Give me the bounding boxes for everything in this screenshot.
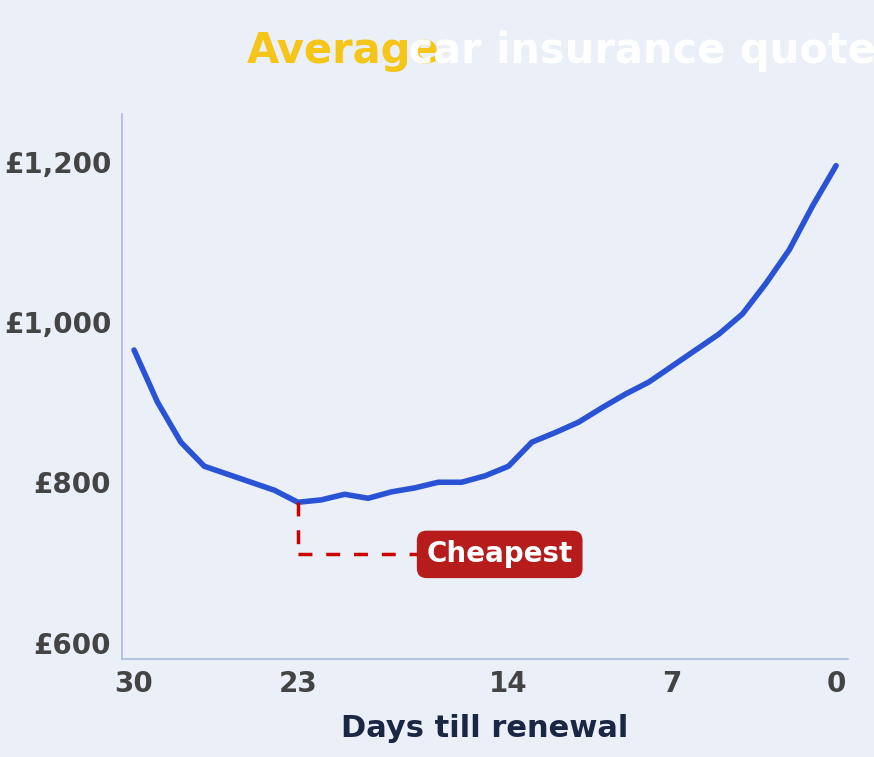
Text: car insurance quotes: car insurance quotes	[394, 30, 874, 72]
Text: Average: Average	[247, 30, 440, 72]
X-axis label: Days till renewal: Days till renewal	[342, 715, 628, 743]
Text: Cheapest: Cheapest	[427, 540, 572, 569]
